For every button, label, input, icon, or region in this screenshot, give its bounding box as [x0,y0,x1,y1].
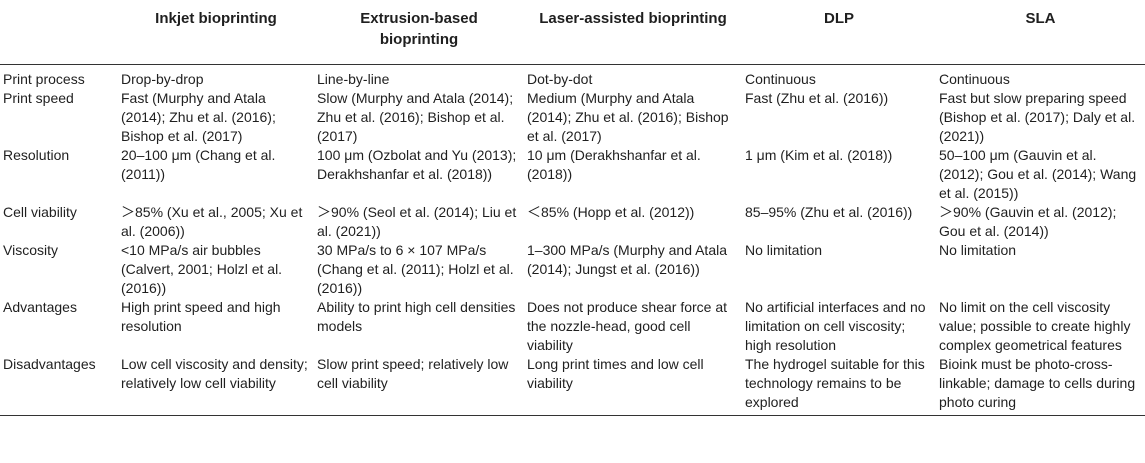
table-cell: Fast but slow preparing speed (Bishop et… [939,89,1136,144]
header-sla: SLA [936,0,1145,65]
table-cell: 100 μm (Ozbolat and Yu (2013); Derakhsha… [317,146,517,182]
header-laser: Laser-assisted bioprinting [524,0,742,65]
row-label-viscosity: Viscosity [3,241,58,258]
table-cell: Fast (Zhu et al. (2016)) [745,89,889,106]
table-body: Print process Drop-by-drop Line-by-line … [0,64,1145,416]
row-label-advantages: Advantages [3,298,77,315]
table-cell: 1–300 MPa/s (Murphy and Atala (2014); Ju… [527,241,728,277]
table-cell: Slow (Murphy and Atala (2014); Zhu et al… [317,89,514,144]
row-label-cell-viability: Cell viability [3,203,77,220]
table-cell: High print speed and high resolution [121,298,281,334]
header-row: Inkjet bioprinting Extrusion-based biopr… [0,0,1145,65]
table-cell: ＞90% (Gauvin et al. (2012); Gou et al. (… [939,203,1117,239]
row-label-print-process: Print process [3,70,85,87]
table-cell: No limitation [745,241,823,258]
table-row: Resolution 20–100 μm (Chang et al. (2011… [0,146,1145,203]
table-cell: ＜85% (Hopp et al. (2012)) [527,203,695,220]
table-cell: Low cell viscosity and density; relative… [118,354,314,416]
row-label-resolution: Resolution [3,146,70,163]
table-cell: ＞85% (Xu et al., 2005; Xu et al. (2006)) [121,203,303,239]
table-cell: No limit on the cell viscosity value; po… [939,298,1131,353]
header-inkjet: Inkjet bioprinting [118,0,314,65]
table-header: Inkjet bioprinting Extrusion-based biopr… [0,0,1145,65]
table-cell: 30 MPa/s to 6 × 107 MPa/s (Chang et al. … [317,241,514,296]
table-cell: Continuous [939,70,1010,87]
table-cell: Bioink must be photo-cross-linkable; dam… [936,354,1145,416]
table-cell: No artificial interfaces and no limitati… [745,298,926,353]
table-cell: Ability to print high cell densities mod… [317,298,516,334]
header-corner [0,0,118,65]
bioprinting-comparison-table: Inkjet bioprinting Extrusion-based biopr… [0,0,1145,416]
table-cell: ＞90% (Seol et al. (2014); Liu et al. (20… [317,203,517,239]
header-extrusion: Extrusion-based bioprinting [314,0,524,65]
table-cell: Slow print speed; relatively low cell vi… [314,354,524,416]
table-cell: <10 MPa/s air bubbles (Calvert, 2001; Ho… [121,241,283,296]
table-cell: The hydrogel suitable for this technolog… [742,354,936,416]
table-cell: Drop-by-drop [121,70,204,87]
table-cell: 85–95% (Zhu et al. (2016)) [745,203,913,220]
table-row: Viscosity <10 MPa/s air bubbles (Calvert… [0,241,1145,298]
row-label-disadvantages: Disadvantages [0,354,118,416]
table-cell: 10 μm (Derakhshanfar et al. (2018)) [527,146,701,182]
table-row: Print process Drop-by-drop Line-by-line … [0,64,1145,89]
header-dlp: DLP [742,0,936,65]
table-row: Advantages High print speed and high res… [0,298,1145,355]
table-cell: Line-by-line [317,70,390,87]
table-cell: 20–100 μm (Chang et al. (2011)) [121,146,276,182]
table-cell: Dot-by-dot [527,70,593,87]
table-cell: Continuous [745,70,816,87]
table-row: Print speed Fast (Murphy and Atala (2014… [0,89,1145,146]
table-cell: Long print times and low cell viability [524,354,742,416]
table-row: Disadvantages Low cell viscosity and den… [0,354,1145,416]
row-label-print-speed: Print speed [3,89,74,106]
table-cell: 50–100 μm (Gauvin et al. (2012); Gou et … [939,146,1137,201]
table-row: Cell viability ＞85% (Xu et al., 2005; Xu… [0,203,1145,241]
table-cell: No limitation [939,241,1017,258]
table-cell: 1 μm (Kim et al. (2018)) [745,146,893,163]
table-cell: Fast (Murphy and Atala (2014); Zhu et al… [121,89,276,144]
table-cell: Does not produce shear force at the nozz… [527,298,728,353]
table-cell: Medium (Murphy and Atala (2014); Zhu et … [527,89,729,144]
